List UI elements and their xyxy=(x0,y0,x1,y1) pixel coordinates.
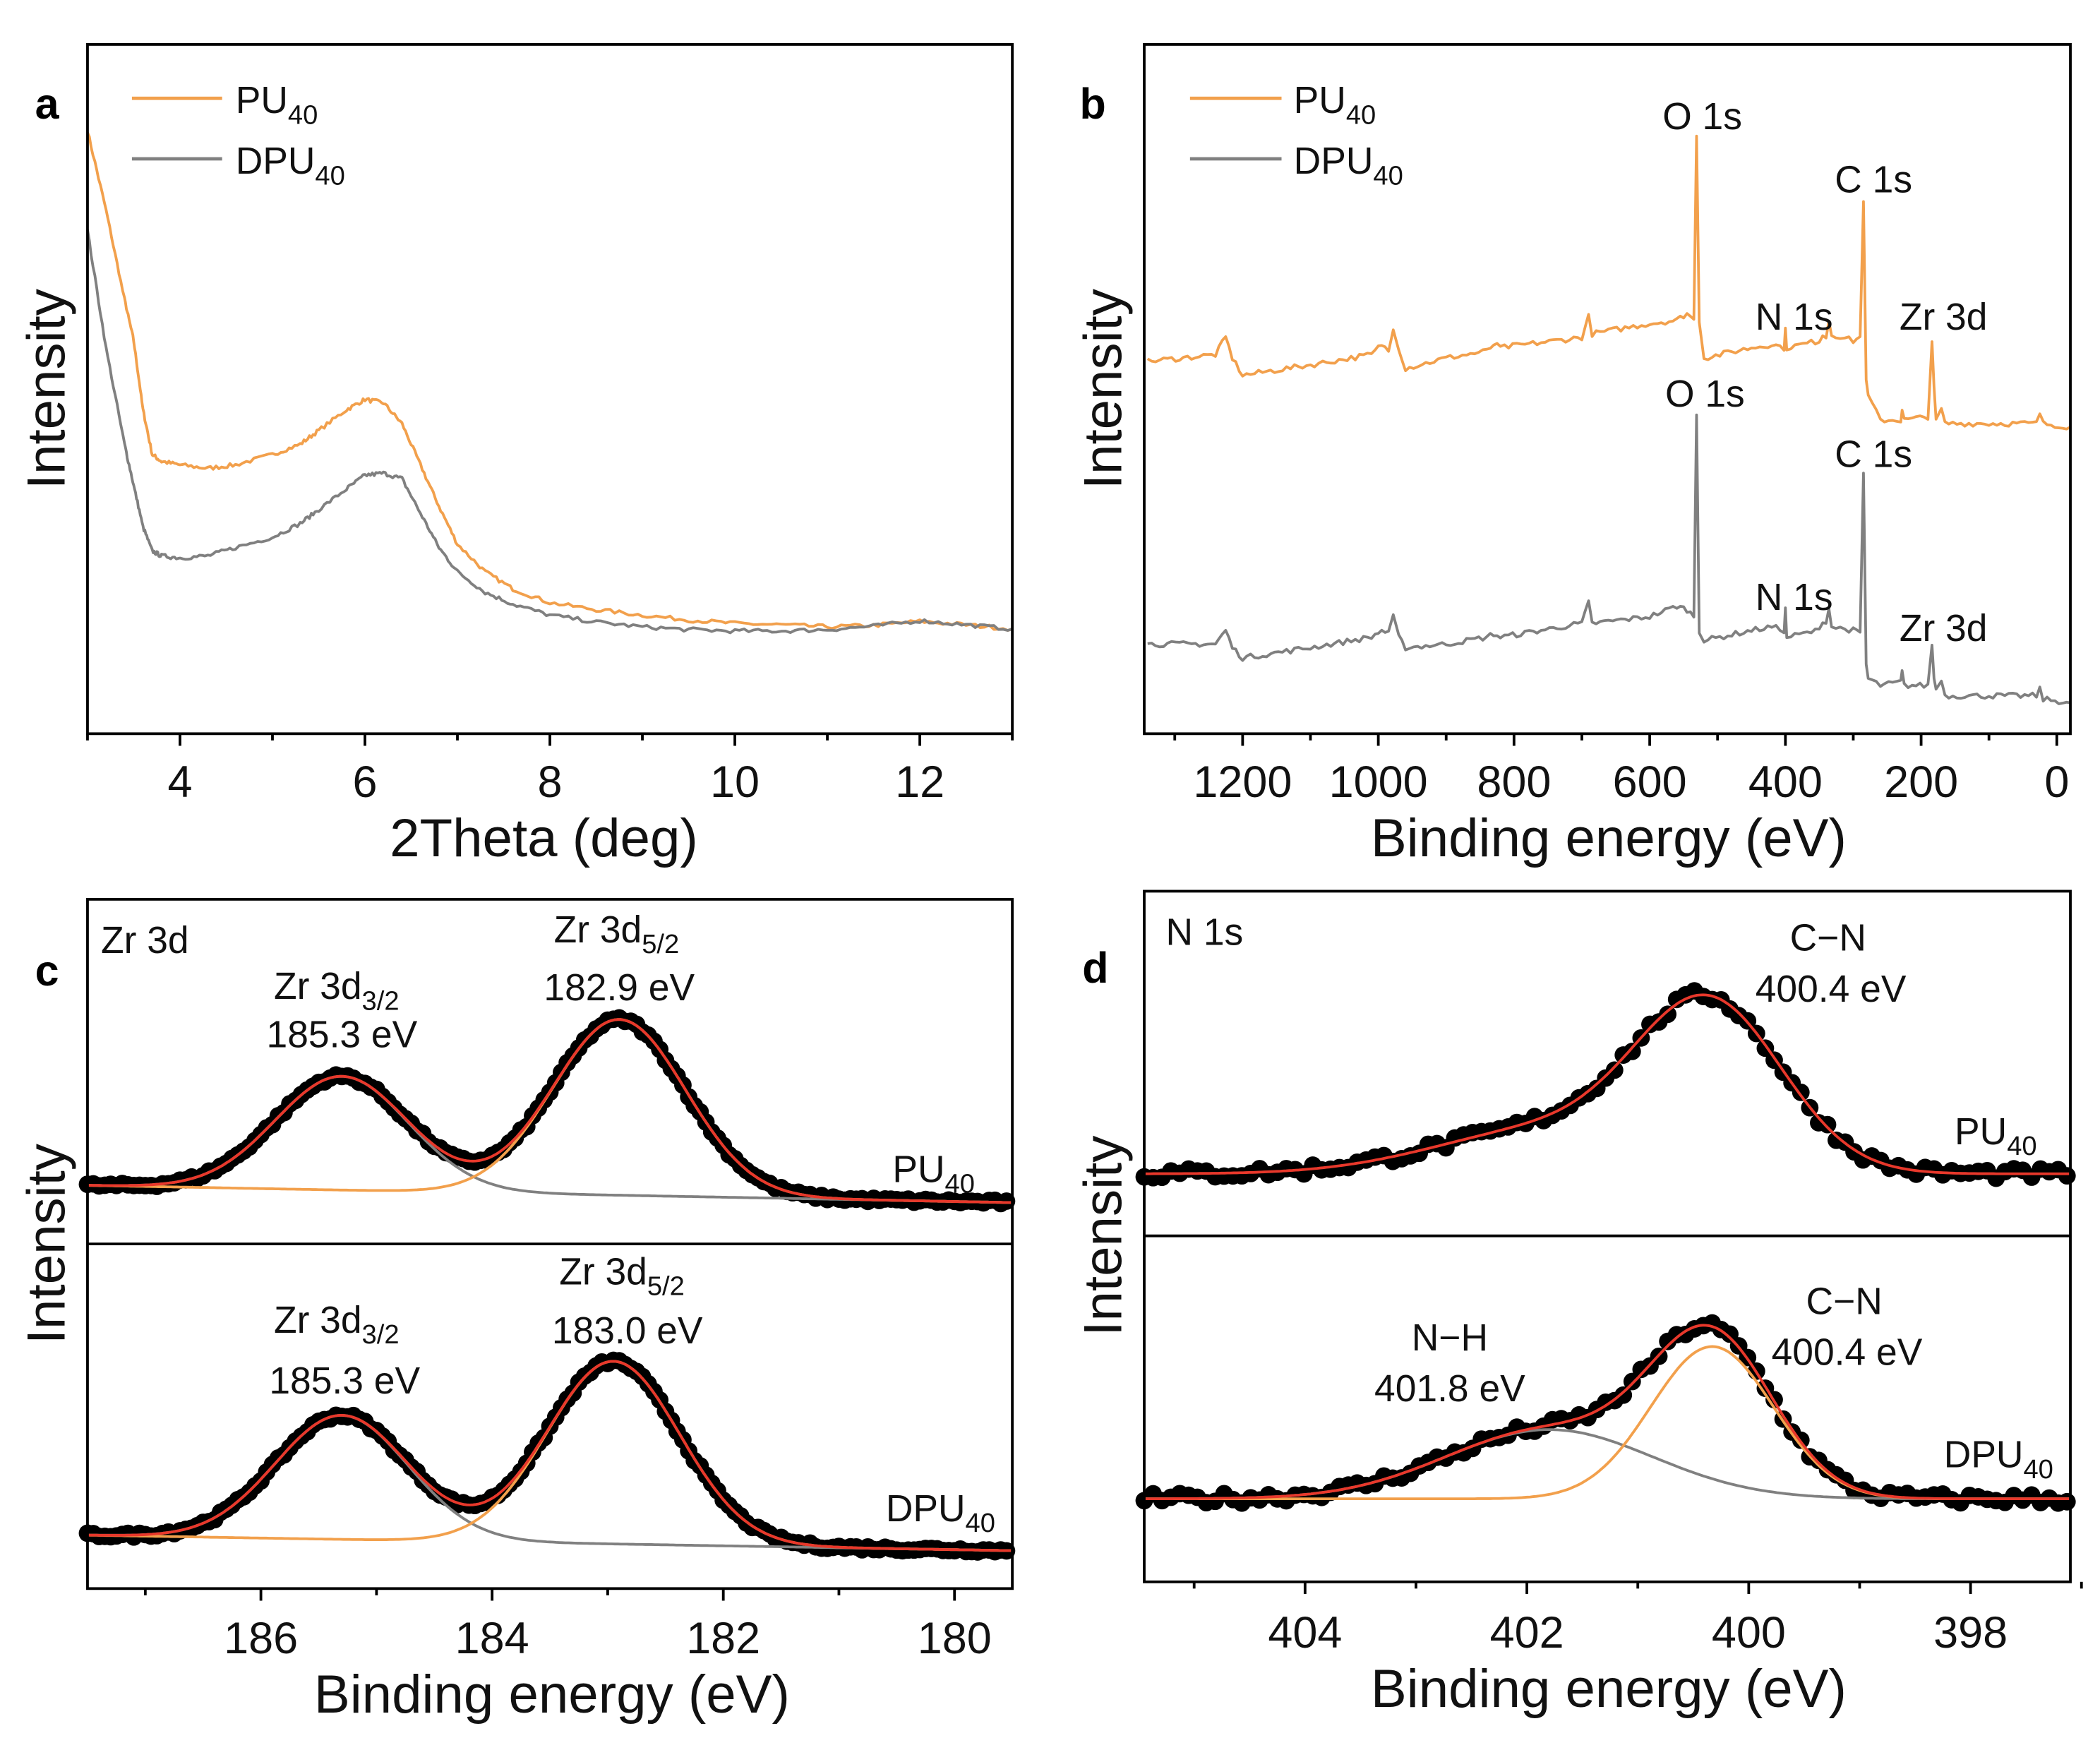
panel-letter-c: c xyxy=(35,947,59,995)
x-tick-label: 402 xyxy=(1490,1608,1564,1658)
peak-label-o1s-dpu40: O 1s xyxy=(1665,373,1745,415)
peak-value-zr3d32-dpu40: 185.3 eV xyxy=(269,1360,420,1402)
x-tick-label: 400 xyxy=(1712,1608,1786,1658)
plot-frame xyxy=(86,43,1014,736)
data-point-pu40 xyxy=(1659,1005,1677,1024)
y-axis-label-d: Intensity xyxy=(1074,1136,1134,1336)
x-tick-label: 184 xyxy=(455,1614,529,1663)
series-line-pu40 xyxy=(1146,134,2071,431)
fit-component-pu40-1 xyxy=(87,1018,1013,1204)
peak-value-cn-dpu40: 400.4 eV xyxy=(1772,1332,1923,1374)
peak-value-zr3d32-pu40: 185.3 eV xyxy=(267,1014,418,1056)
sample-label-dpu40-c: DPU40 xyxy=(886,1488,995,1538)
x-tick-label: 398 xyxy=(1933,1608,2008,1658)
sample-label-pu40-d: PU40 xyxy=(1955,1111,2037,1161)
legend-label-dpu40-a: DPU40 xyxy=(236,140,345,191)
x-tick-label: 10 xyxy=(710,757,760,807)
panel-d: 404 402 400 398 xyxy=(1135,889,2083,1658)
x-axis-label-b: Binding energy (eV) xyxy=(1371,808,1847,868)
plot-frame xyxy=(86,898,1014,1590)
panel-title-d: N 1s xyxy=(1166,912,1244,954)
peak-value-nh-dpu40: 401.8 eV xyxy=(1374,1368,1525,1410)
panel-a: 4 6 8 10 12 xyxy=(86,43,1014,807)
peak-value-zr3d52-pu40: 182.9 eV xyxy=(544,967,695,1009)
series-line-dpu40 xyxy=(86,229,1013,635)
x-axis-label-c: Binding energy (eV) xyxy=(314,1665,790,1725)
y-axis-label-c: Intensity xyxy=(17,1144,77,1344)
peak-label-cn-dpu40: C−N xyxy=(1806,1281,1883,1322)
fit-envelope-pu40 xyxy=(1144,993,2071,1175)
x-tick-label: 4 xyxy=(167,757,192,807)
peak-label-zr3d52-dpu40: Zr 3d5/2 xyxy=(559,1251,685,1301)
panel-letter-b: b xyxy=(1079,80,1105,128)
x-tick-label: 12 xyxy=(895,757,944,807)
x-tick-label: 1200 xyxy=(1193,757,1292,807)
data-point-pu40 xyxy=(1818,1115,1837,1134)
x-tick-label: 182 xyxy=(686,1614,760,1663)
x-tick-label: 1000 xyxy=(1329,757,1428,807)
x-axis-label-d: Binding energy (eV) xyxy=(1371,1659,1847,1719)
data-point-dpu40 xyxy=(1614,1386,1633,1404)
sample-label-dpu40-d: DPU40 xyxy=(1944,1434,2053,1485)
x-tick-label: 186 xyxy=(224,1614,298,1663)
sample-label-pu40-c: PU40 xyxy=(892,1149,975,1199)
legend-label-dpu40-b: DPU40 xyxy=(1294,140,1403,191)
panel-title-c: Zr 3d xyxy=(101,920,189,961)
x-axis-label-a: 2Theta (deg) xyxy=(390,808,698,868)
legend-label-pu40-b: PU40 xyxy=(1294,80,1376,130)
peak-label-o1s-pu40: O 1s xyxy=(1662,96,1742,138)
peak-label-cn-pu40: C−N xyxy=(1790,917,1866,959)
peak-label-zr3d52-pu40: Zr 3d5/2 xyxy=(554,909,680,959)
peak-value-zr3d52-dpu40: 183.0 eV xyxy=(552,1310,703,1352)
panel-letter-a: a xyxy=(35,80,60,128)
panel-c: 186 184 182 180 xyxy=(78,898,1016,1663)
peak-label-nh-dpu40: N−H xyxy=(1412,1317,1488,1359)
data-point-pu40 xyxy=(1605,1061,1624,1079)
fit-component-dpu40-1 xyxy=(1144,1345,2071,1501)
panel-letter-d: d xyxy=(1082,944,1108,992)
x-tick-label: 400 xyxy=(1748,757,1823,807)
y-axis-label-b: Intensity xyxy=(1074,289,1134,489)
x-tick-label: 600 xyxy=(1613,757,1687,807)
peak-label-c1s-dpu40: C 1s xyxy=(1835,434,1912,476)
data-point-dpu40 xyxy=(1623,1372,1641,1391)
plot-frame xyxy=(1143,43,2072,736)
x-tick-label: 180 xyxy=(918,1614,992,1663)
panel-b: 1200 1000 800 600 400 200 0 xyxy=(1143,43,2072,807)
x-tick-label: 200 xyxy=(1884,757,1958,807)
x-tick-label: 404 xyxy=(1268,1608,1342,1658)
x-tick-label: 800 xyxy=(1477,757,1551,807)
peak-label-zr3d32-pu40: Zr 3d3/2 xyxy=(274,966,400,1016)
y-axis-label-a: Intensity xyxy=(17,289,77,489)
data-point-pu40 xyxy=(1623,1043,1641,1060)
x-tick-label: 0 xyxy=(2044,757,2069,807)
peak-label-zr3d32-dpu40: Zr 3d3/2 xyxy=(274,1300,400,1350)
x-tick-label: 6 xyxy=(353,757,378,807)
peak-value-cn-pu40: 400.4 eV xyxy=(1756,969,1907,1010)
peak-label-n1s-dpu40: N 1s xyxy=(1756,577,1833,618)
legend-label-pu40-a: PU40 xyxy=(236,80,318,130)
series-line-dpu40 xyxy=(1147,413,2071,705)
data-point-dpu40 xyxy=(2058,1492,2076,1511)
peak-label-c1s-pu40: C 1s xyxy=(1835,160,1912,201)
data-point-pu40 xyxy=(2058,1167,2076,1185)
fit-envelope-dpu40 xyxy=(1144,1324,2071,1501)
series-line-pu40 xyxy=(86,132,1013,632)
plot-frame xyxy=(1143,889,2072,1583)
fit-envelope-pu40 xyxy=(87,1018,1013,1204)
fit-component-dpu40-1 xyxy=(87,1360,1013,1552)
peak-label-n1s-pu40: N 1s xyxy=(1756,296,1833,338)
peak-label-zr3d-pu40: Zr 3d xyxy=(1900,296,1988,338)
x-tick-label: 8 xyxy=(538,757,563,807)
peak-label-zr3d-dpu40: Zr 3d xyxy=(1900,608,1988,649)
fit-envelope-dpu40 xyxy=(87,1360,1013,1552)
